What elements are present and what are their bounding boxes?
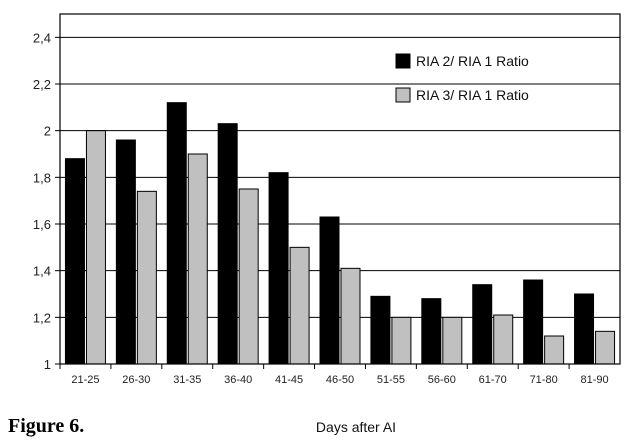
bar-ria2-ria1 <box>472 284 493 365</box>
legend-swatch <box>395 87 411 103</box>
bar-ria2-ria1 <box>421 298 442 365</box>
y-tick-label: 2 <box>44 124 51 139</box>
bar-ria2-ria1 <box>166 102 187 365</box>
bars <box>64 102 616 365</box>
y-tick-label: 2,2 <box>33 77 51 92</box>
legend-swatch <box>395 53 411 69</box>
bar-ria3-ria1 <box>85 130 106 365</box>
bar-ria2-ria1 <box>523 279 544 365</box>
x-tick-label: 31-35 <box>173 374 201 386</box>
x-tick-label: 81-90 <box>580 374 608 386</box>
x-axis-label: Days after AI <box>316 419 396 435</box>
x-tick-label: 51-55 <box>377 374 405 386</box>
legend-label: RIA 2/ RIA 1 Ratio <box>416 53 529 69</box>
bar-ria3-ria1 <box>493 314 514 365</box>
bar-ria3-ria1 <box>289 246 310 365</box>
bar-ria2-ria1 <box>64 158 85 365</box>
bar-ria3-ria1 <box>442 316 463 365</box>
bar-ria3-ria1 <box>595 330 616 365</box>
y-tick-label: 1,6 <box>33 217 51 232</box>
figure-caption: Figure 6. <box>8 415 84 437</box>
bar-ria3-ria1 <box>391 316 412 365</box>
y-tick-label: 2,4 <box>33 30 51 45</box>
x-tick-label: 71-80 <box>530 374 558 386</box>
bar-ria3-ria1 <box>187 153 208 365</box>
plot-frame <box>59 13 621 365</box>
x-tick-label: 26-30 <box>122 374 150 386</box>
bar-ria2-ria1 <box>370 295 391 365</box>
x-tick-label: 46-50 <box>326 374 354 386</box>
bar-ria2-ria1 <box>115 139 136 365</box>
y-tick-label: 1,4 <box>33 264 51 279</box>
bar-ria2-ria1 <box>268 172 289 365</box>
bar-ria3-ria1 <box>238 188 259 365</box>
legend-label: RIA 3/ RIA 1 Ratio <box>416 87 529 103</box>
axes: 1 1,2 1,4 1,6 1,8 2 2,2 2,4 21-25 26-30 31-35 36-40… <box>33 13 621 386</box>
x-tick-label: 36-40 <box>224 374 252 386</box>
y-tick-label: 1,8 <box>33 170 51 185</box>
x-tick-label: 41-45 <box>275 374 303 386</box>
legend: RIA 2/ RIA 1 Ratio RIA 3/ RIA 1 Ratio <box>395 53 529 103</box>
x-tick-label: 61-70 <box>479 374 507 386</box>
x-tick-label: 56-60 <box>428 374 456 386</box>
y-tick-label: 1 <box>44 357 51 372</box>
x-tick-label: 21-25 <box>71 374 99 386</box>
bar-ria3-ria1 <box>136 190 157 365</box>
bar-ria3-ria1 <box>544 335 565 365</box>
y-tick-label: 1,2 <box>33 310 51 325</box>
bar-ria2-ria1 <box>574 293 595 365</box>
bar-ria2-ria1 <box>319 216 340 365</box>
bar-ria3-ria1 <box>340 267 361 365</box>
bar-ria2-ria1 <box>217 123 238 365</box>
